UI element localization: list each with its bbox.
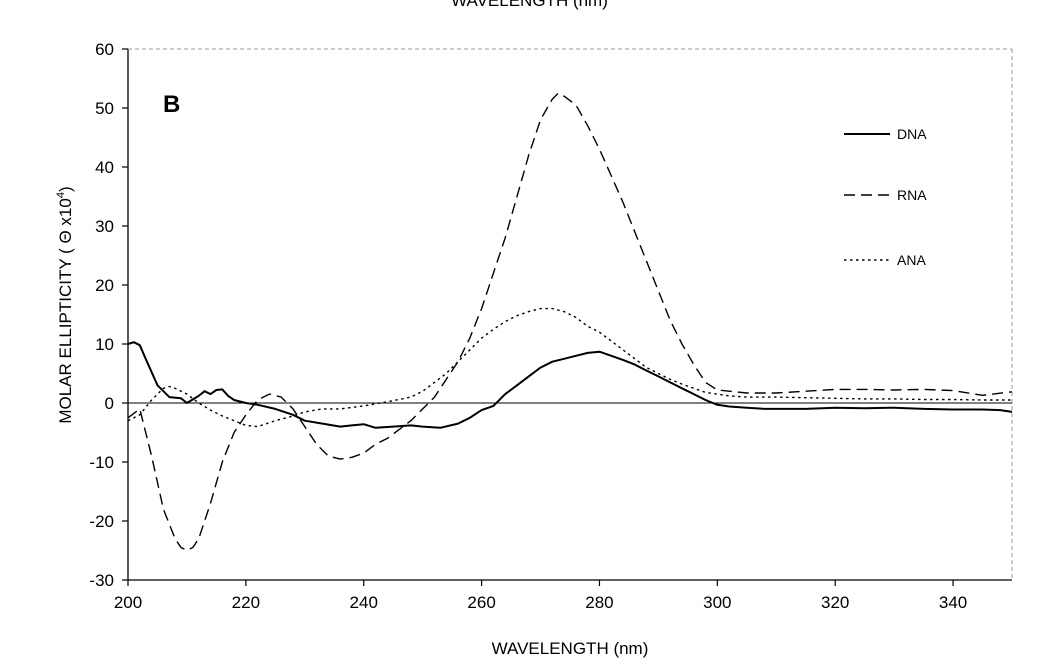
y-tick-label: -20 [89, 512, 114, 531]
y-tick-label: 0 [105, 394, 114, 413]
chart-title-cut-off: WAVELENGTH (nm) [451, 0, 608, 10]
series-line-rna [127, 92, 1013, 552]
plot-frame [127, 48, 1013, 581]
series-line-dna [127, 341, 1013, 429]
x-tick-label: 200 [114, 593, 142, 612]
y-tick-label: 30 [95, 217, 114, 236]
x-tick-label: 340 [939, 593, 967, 612]
x-tick-label: 220 [232, 593, 260, 612]
y-tick-label: 10 [95, 335, 114, 354]
panel-label: B [163, 91, 180, 118]
y-tick-label: -10 [89, 453, 114, 472]
y-tick-label: -30 [89, 571, 114, 590]
y-axis-title: MOLAR ELLIPTICITY ( Θ x104) [55, 186, 75, 423]
legend-label-rna: RNA [897, 187, 927, 203]
x-tick-label: 320 [821, 593, 849, 612]
y-tick-label: 40 [95, 158, 114, 177]
y-axis-ticks: 60 50 40 30 20 10 0 -10 -20 -30 [89, 40, 128, 590]
legend: DNA RNA ANA [844, 126, 927, 268]
y-axis-title-main: MOLAR ELLIPTICITY ( Θ x10 [56, 198, 75, 423]
x-tick-label: 260 [467, 593, 495, 612]
x-tick-label: 300 [703, 593, 731, 612]
x-tick-label: 240 [350, 593, 378, 612]
y-axis-title-end: ) [56, 186, 75, 192]
x-axis-ticks: 200 220 240 260 280 300 320 340 [114, 580, 967, 612]
legend-label-dna: DNA [897, 126, 927, 142]
y-axis-title-superscript: 4 [55, 192, 67, 198]
y-tick-label: 50 [95, 99, 114, 118]
y-tick-label: 20 [95, 276, 114, 295]
series-lines [127, 92, 1013, 552]
x-axis-title: WAVELENGTH (nm) [492, 639, 649, 658]
legend-label-ana: ANA [897, 252, 926, 268]
x-tick-label: 280 [585, 593, 613, 612]
y-tick-label: 60 [95, 40, 114, 59]
series-line-ana [127, 307, 1012, 428]
